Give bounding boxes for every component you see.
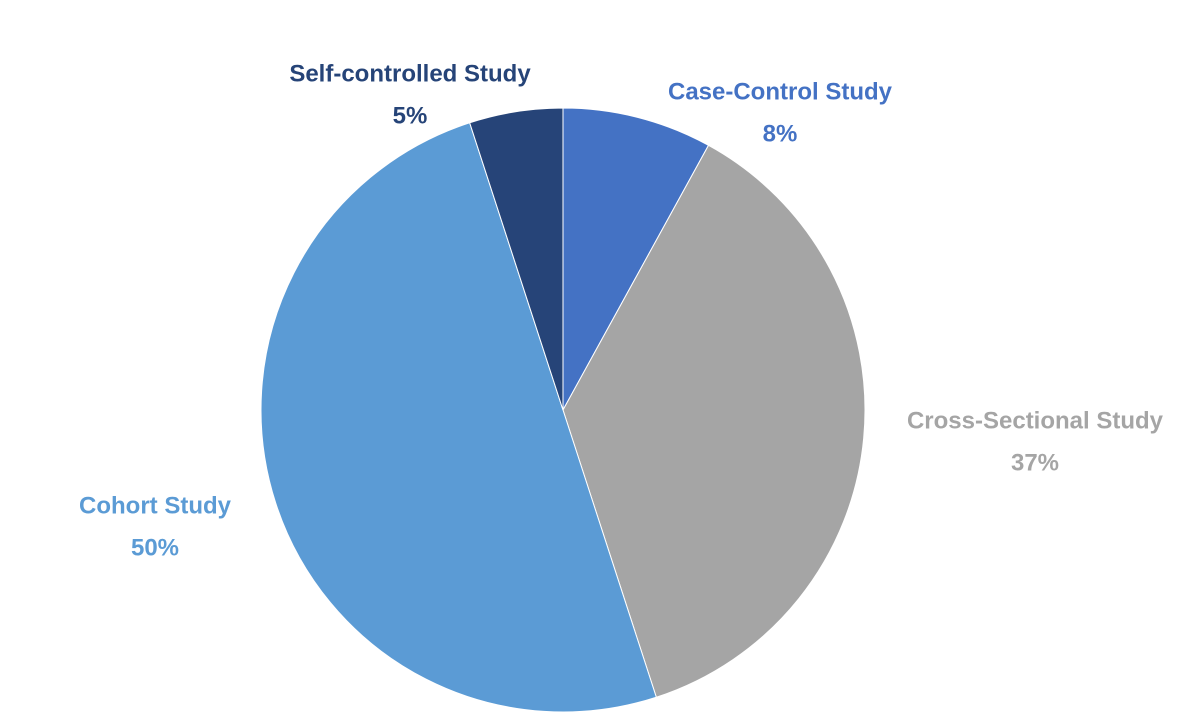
slice-category-label: Case-Control Study <box>668 78 893 105</box>
slice-value-label: 8% <box>763 120 798 147</box>
pie-slice <box>562 144 866 698</box>
slice-value-label: 37% <box>1011 449 1059 476</box>
pie-slice <box>562 107 710 411</box>
slice-category-label: Cohort Study <box>79 492 232 519</box>
slice-value-label: 50% <box>131 534 179 561</box>
pie-slice <box>469 107 564 411</box>
slice-value-label: 5% <box>393 102 428 129</box>
pie-slice <box>260 122 657 713</box>
slice-category-label: Cross-Sectional Study <box>907 407 1164 434</box>
slice-category-label: Self-controlled Study <box>289 60 531 87</box>
